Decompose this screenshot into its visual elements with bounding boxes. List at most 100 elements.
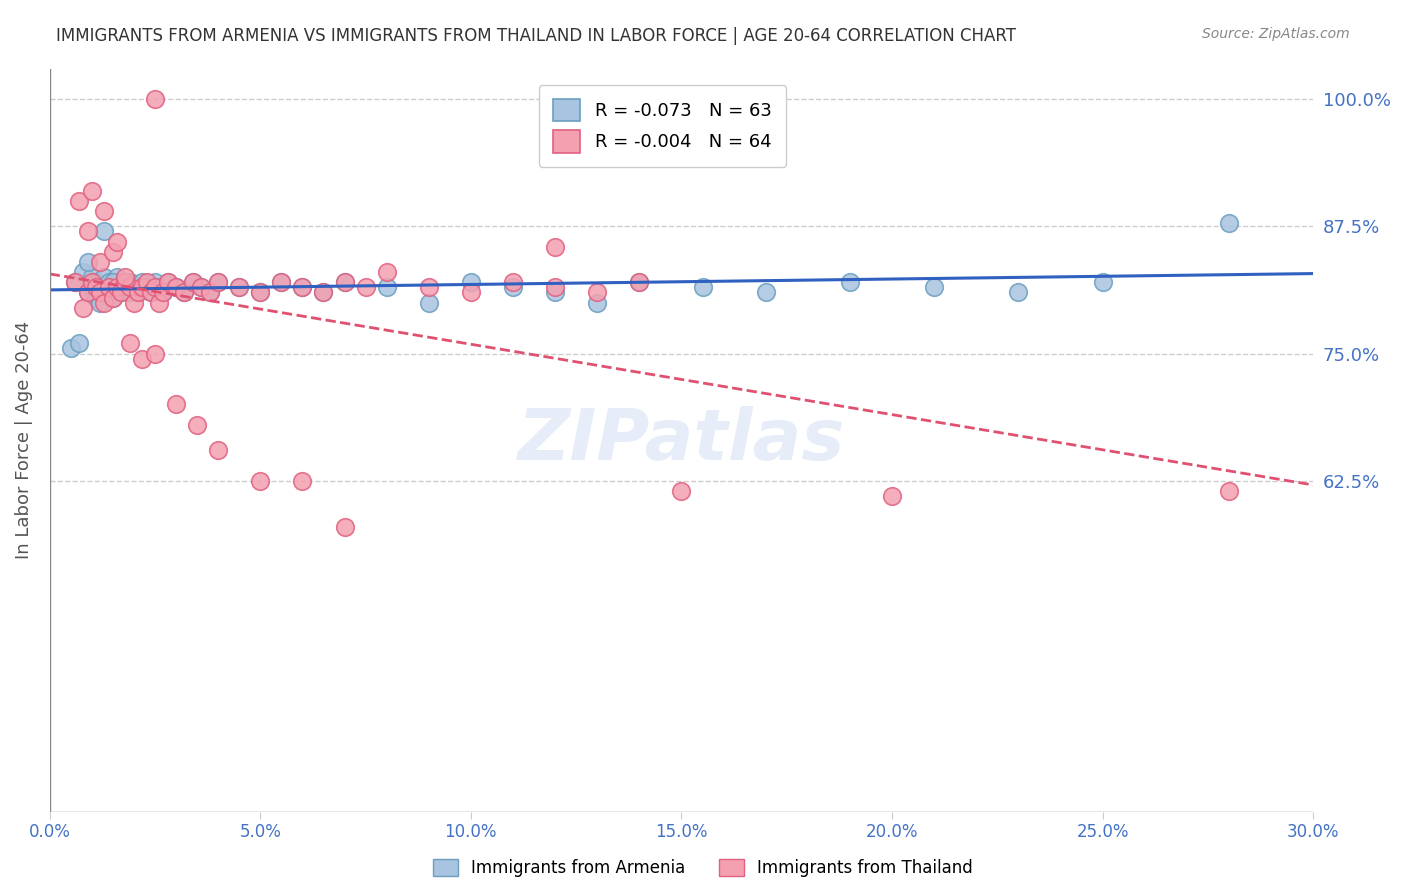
- Point: [922, 280, 945, 294]
- Point: [93, 270, 115, 285]
- Point: [76, 255, 98, 269]
- Point: [692, 280, 714, 294]
- Point: [1218, 483, 1240, 498]
- Point: [148, 295, 170, 310]
- Point: [207, 275, 229, 289]
- Point: [89, 285, 111, 300]
- Point: [84, 275, 107, 289]
- Point: [97, 280, 120, 294]
- Point: [131, 351, 153, 366]
- Point: [544, 285, 567, 300]
- Point: [93, 224, 115, 238]
- Point: [105, 275, 128, 289]
- Point: [110, 285, 132, 300]
- Point: [105, 280, 128, 294]
- Point: [586, 285, 609, 300]
- Point: [186, 417, 208, 432]
- Point: [131, 275, 153, 289]
- Point: [76, 224, 98, 238]
- Point: [165, 280, 187, 294]
- Point: [586, 295, 609, 310]
- Point: [460, 275, 482, 289]
- Point: [89, 295, 111, 310]
- Point: [418, 280, 440, 294]
- Legend: R = -0.073   N = 63, R = -0.004   N = 64: R = -0.073 N = 63, R = -0.004 N = 64: [538, 85, 786, 167]
- Point: [110, 285, 132, 300]
- Point: [181, 275, 204, 289]
- Text: ZIPatlas: ZIPatlas: [517, 406, 845, 475]
- Point: [839, 275, 862, 289]
- Point: [173, 285, 195, 300]
- Y-axis label: In Labor Force | Age 20-64: In Labor Force | Age 20-64: [15, 321, 32, 559]
- Point: [139, 285, 162, 300]
- Point: [80, 280, 103, 294]
- Point: [89, 255, 111, 269]
- Point: [105, 235, 128, 249]
- Point: [544, 239, 567, 253]
- Point: [67, 194, 90, 208]
- Point: [84, 280, 107, 294]
- Point: [628, 275, 651, 289]
- Point: [354, 280, 377, 294]
- Point: [118, 275, 141, 289]
- Point: [228, 280, 250, 294]
- Point: [101, 291, 124, 305]
- Point: [156, 275, 179, 289]
- Point: [118, 336, 141, 351]
- Point: [207, 275, 229, 289]
- Point: [291, 280, 314, 294]
- Point: [333, 519, 356, 533]
- Point: [72, 301, 94, 315]
- Point: [249, 285, 271, 300]
- Point: [333, 275, 356, 289]
- Point: [80, 275, 103, 289]
- Point: [89, 280, 111, 294]
- Point: [291, 474, 314, 488]
- Point: [152, 285, 174, 300]
- Point: [101, 244, 124, 259]
- Point: [270, 275, 292, 289]
- Point: [148, 280, 170, 294]
- Point: [249, 285, 271, 300]
- Point: [375, 280, 398, 294]
- Point: [122, 295, 145, 310]
- Point: [93, 285, 115, 300]
- Point: [67, 336, 90, 351]
- Point: [502, 280, 524, 294]
- Point: [156, 275, 179, 289]
- Point: [1218, 216, 1240, 230]
- Point: [114, 275, 136, 289]
- Point: [228, 280, 250, 294]
- Point: [460, 285, 482, 300]
- Point: [198, 285, 221, 300]
- Point: [80, 270, 103, 285]
- Point: [101, 291, 124, 305]
- Point: [143, 280, 166, 294]
- Point: [755, 285, 778, 300]
- Point: [97, 280, 120, 294]
- Point: [135, 280, 157, 294]
- Point: [110, 280, 132, 294]
- Point: [418, 295, 440, 310]
- Point: [375, 265, 398, 279]
- Point: [143, 92, 166, 106]
- Point: [114, 280, 136, 294]
- Point: [114, 270, 136, 285]
- Point: [333, 275, 356, 289]
- Point: [93, 204, 115, 219]
- Point: [207, 443, 229, 458]
- Point: [152, 285, 174, 300]
- Point: [131, 280, 153, 294]
- Point: [249, 474, 271, 488]
- Point: [122, 280, 145, 294]
- Point: [198, 285, 221, 300]
- Point: [181, 275, 204, 289]
- Point: [101, 275, 124, 289]
- Point: [72, 265, 94, 279]
- Point: [880, 489, 903, 503]
- Point: [143, 346, 166, 360]
- Point: [165, 280, 187, 294]
- Point: [139, 285, 162, 300]
- Point: [270, 275, 292, 289]
- Point: [76, 285, 98, 300]
